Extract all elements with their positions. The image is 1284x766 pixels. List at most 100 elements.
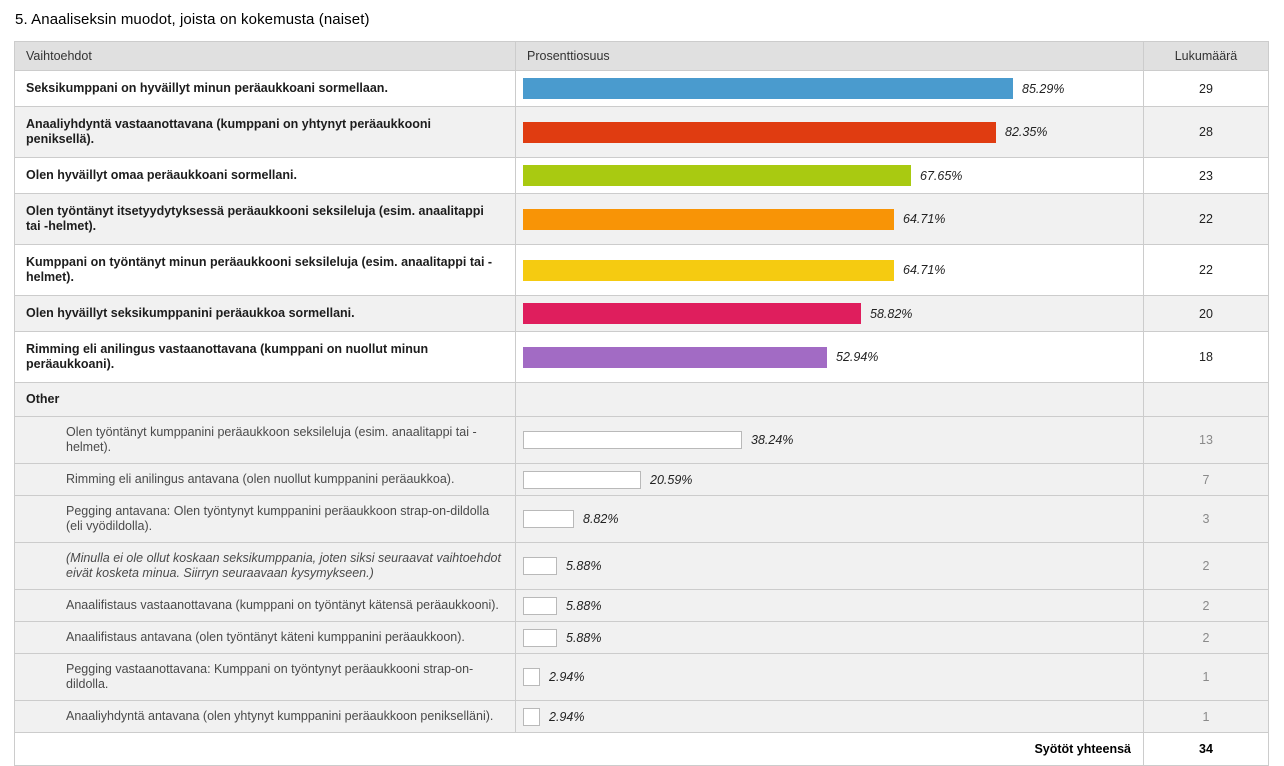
footer-total-label: Syötöt yhteensä <box>14 732 1144 766</box>
count-value: 2 <box>1143 589 1269 622</box>
table-row: Pegging vastaanottavana: Kumppani on työ… <box>14 653 1269 701</box>
count-value: 13 <box>1143 416 1269 464</box>
percent-cell: 64.71% <box>515 244 1144 296</box>
table-row: Olen hyväillyt omaa peräaukkoani sormell… <box>14 157 1269 194</box>
footer-row: Syötöt yhteensä 34 <box>14 732 1269 766</box>
percent-bar <box>523 431 742 449</box>
percent-bar <box>523 707 540 726</box>
percent-bar <box>523 557 557 575</box>
header-row: Vaihtoehdot Prosenttiosuus Lukumäärä <box>14 41 1269 71</box>
percent-value: 38.24% <box>751 433 794 447</box>
footer-total-value: 34 <box>1143 732 1269 766</box>
table-row: Other <box>14 382 1269 417</box>
percent-cell: 58.82% <box>515 295 1144 332</box>
percent-value: 20.59% <box>650 472 693 487</box>
option-label: Olen työntänyt itsetyydytyksessä peräauk… <box>14 193 516 245</box>
percent-value: 8.82% <box>583 512 619 526</box>
count-value: 23 <box>1143 157 1269 194</box>
count-value: 1 <box>1143 653 1269 701</box>
results-table: Vaihtoehdot Prosenttiosuus Lukumäärä Sek… <box>14 41 1269 766</box>
percent-bar <box>523 303 861 324</box>
percent-value: 5.88% <box>566 630 602 645</box>
table-row: Olen hyväillyt seksikumppanini peräaukko… <box>14 295 1269 332</box>
percent-cell: 85.29% <box>515 70 1144 107</box>
table-footer: Syötöt yhteensä 34 <box>14 732 1269 766</box>
table-row: Pegging antavana: Olen työntynyt kumppan… <box>14 495 1269 543</box>
option-label: Anaalifistaus vastaanottavana (kumppani … <box>14 589 516 622</box>
percent-cell: 82.35% <box>515 106 1144 158</box>
table-row: Anaaliyhdyntä vastaanottavana (kumppani … <box>14 106 1269 158</box>
percent-value: 85.29% <box>1022 81 1065 96</box>
percent-cell: 8.82% <box>515 495 1144 543</box>
percent-cell: 20.59% <box>515 463 1144 496</box>
percent-bar <box>523 596 557 615</box>
option-label: Olen työntänyt kumppanini peräaukkoon se… <box>14 416 516 464</box>
count-value <box>1143 382 1269 417</box>
column-header-count: Lukumäärä <box>1143 41 1269 71</box>
option-label: Anaalifistaus antavana (olen työntänyt k… <box>14 621 516 654</box>
option-label: Other <box>14 382 516 417</box>
table-row: Olen työntänyt kumppanini peräaukkoon se… <box>14 416 1269 464</box>
percent-value: 64.71% <box>903 212 946 226</box>
option-label: Pegging vastaanottavana: Kumppani on työ… <box>14 653 516 701</box>
percent-value: 67.65% <box>920 168 963 183</box>
table-row: Rimming eli anilingus antavana (olen nuo… <box>14 463 1269 496</box>
percent-bar <box>523 628 557 647</box>
option-label: Pegging antavana: Olen työntynyt kumppan… <box>14 495 516 543</box>
percent-cell <box>515 382 1144 417</box>
count-value: 1 <box>1143 700 1269 733</box>
percent-bar <box>523 208 894 230</box>
count-value: 29 <box>1143 70 1269 107</box>
percent-value: 82.35% <box>1005 125 1048 139</box>
table-row: Anaalifistaus antavana (olen työntänyt k… <box>14 621 1269 654</box>
column-header-percentage: Prosenttiosuus <box>515 41 1144 71</box>
column-header-options: Vaihtoehdot <box>14 41 516 71</box>
percent-bar <box>523 470 641 489</box>
option-label: Rimming eli anilingus vastaanottavana (k… <box>14 331 516 383</box>
percent-value: 2.94% <box>549 709 585 724</box>
percent-bar <box>523 121 996 143</box>
percent-cell: 5.88% <box>515 621 1144 654</box>
percent-bar <box>523 668 540 686</box>
table-row: Rimming eli anilingus vastaanottavana (k… <box>14 331 1269 383</box>
percent-value: 52.94% <box>836 350 879 364</box>
percent-value: 5.88% <box>566 598 602 613</box>
percent-cell: 5.88% <box>515 542 1144 590</box>
option-label: Rimming eli anilingus antavana (olen nuo… <box>14 463 516 496</box>
count-value: 22 <box>1143 193 1269 245</box>
percent-bar <box>523 78 1013 99</box>
percent-cell: 2.94% <box>515 700 1144 733</box>
percent-bar <box>523 510 574 528</box>
option-label: Anaaliyhdyntä vastaanottavana (kumppani … <box>14 106 516 158</box>
table-row: Anaalifistaus vastaanottavana (kumppani … <box>14 589 1269 622</box>
option-label: Seksikumppani on hyväillyt minun peräauk… <box>14 70 516 107</box>
count-value: 2 <box>1143 542 1269 590</box>
option-label: Olen hyväillyt omaa peräaukkoani sormell… <box>14 157 516 194</box>
percent-cell: 2.94% <box>515 653 1144 701</box>
table-row: Olen työntänyt itsetyydytyksessä peräauk… <box>14 193 1269 245</box>
percent-bar <box>523 165 911 186</box>
table-row: (Minulla ei ole ollut koskaan seksikumpp… <box>14 542 1269 590</box>
percent-cell: 67.65% <box>515 157 1144 194</box>
percent-value: 2.94% <box>549 670 585 684</box>
option-label: Kumppani on työntänyt minun peräaukkooni… <box>14 244 516 296</box>
count-value: 7 <box>1143 463 1269 496</box>
percent-bar <box>523 346 827 368</box>
percent-cell: 52.94% <box>515 331 1144 383</box>
count-value: 2 <box>1143 621 1269 654</box>
count-value: 18 <box>1143 331 1269 383</box>
percent-value: 64.71% <box>903 263 946 277</box>
percent-bar <box>523 259 894 281</box>
option-label: Olen hyväillyt seksikumppanini peräaukko… <box>14 295 516 332</box>
table-row: Seksikumppani on hyväillyt minun peräauk… <box>14 70 1269 107</box>
count-value: 3 <box>1143 495 1269 543</box>
count-value: 22 <box>1143 244 1269 296</box>
percent-value: 58.82% <box>870 306 913 321</box>
count-value: 28 <box>1143 106 1269 158</box>
option-label: Anaaliyhdyntä antavana (olen yhtynyt kum… <box>14 700 516 733</box>
page-title: 5. Anaaliseksin muodot, joista on kokemu… <box>15 11 370 28</box>
table-body: Seksikumppani on hyväillyt minun peräauk… <box>14 70 1269 733</box>
percent-cell: 64.71% <box>515 193 1144 245</box>
percent-cell: 38.24% <box>515 416 1144 464</box>
percent-value: 5.88% <box>566 559 602 573</box>
